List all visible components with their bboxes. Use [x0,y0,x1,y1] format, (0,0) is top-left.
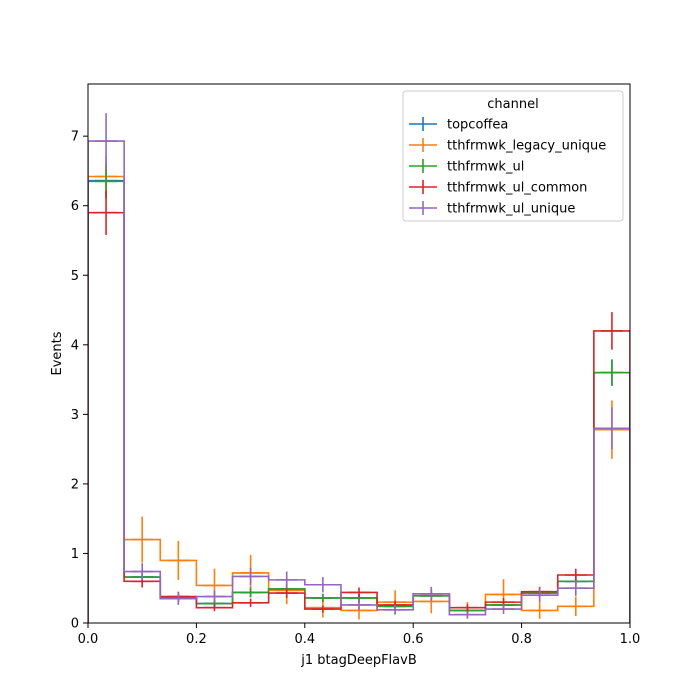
series-tthfrmwk_ul [88,163,630,623]
x-tick-label: 0.4 [294,632,315,647]
step-line [88,180,630,623]
y-tick-label: 5 [71,269,79,284]
series-tthfrmwk_ul_common [88,190,630,623]
legend-item: tthfrmwk_ul_unique [409,201,575,217]
y-axis-label: Events [50,331,65,375]
x-axis-label: j1 btagDeepFlavB [300,653,417,668]
legend-label: tthfrmwk_ul [447,160,524,175]
x-tick-label: 0.0 [78,632,99,647]
legend-item: tthfrmwk_ul [409,159,524,175]
legend-label: topcoffea [447,118,508,133]
x-tick-label: 0.8 [511,632,532,647]
legend-label: tthfrmwk_ul_unique [447,202,575,217]
y-tick-label: 2 [71,477,79,492]
legend-item: topcoffea [409,117,508,133]
step-line [88,175,630,623]
legend-title: channel [487,97,538,112]
x-tick-label: 0.2 [186,632,207,647]
series-topcoffea [88,163,630,623]
y-tick-label: 4 [71,338,79,353]
legend-item: tthfrmwk_ul_common [409,180,587,196]
legend-label: tthfrmwk_legacy_unique [447,139,606,154]
plot-frame [87,83,631,624]
y-tick-label: 6 [71,199,79,214]
plot-area [88,113,630,623]
legend: channel topcoffea tthfrmwk_legacy_uniquett… [402,90,624,222]
step-line [88,179,630,623]
x-tick-label: 0.6 [403,632,424,647]
y-tick-label: 0 [71,617,79,632]
legend-label: tthfrmwk_ul_common [447,181,587,196]
series-tthfrmwk_legacy_unique [88,155,630,623]
series-tthfrmwk_ul_unique [88,113,630,623]
legend-box [402,90,624,222]
x-tick-label: 1.0 [620,632,641,647]
step-line [88,211,630,623]
y-tick-label: 1 [71,547,79,562]
legend-item: tthfrmwk_legacy_unique [409,138,606,154]
y-tick-label: 3 [71,408,79,423]
y-tick-label: 7 [71,130,79,145]
